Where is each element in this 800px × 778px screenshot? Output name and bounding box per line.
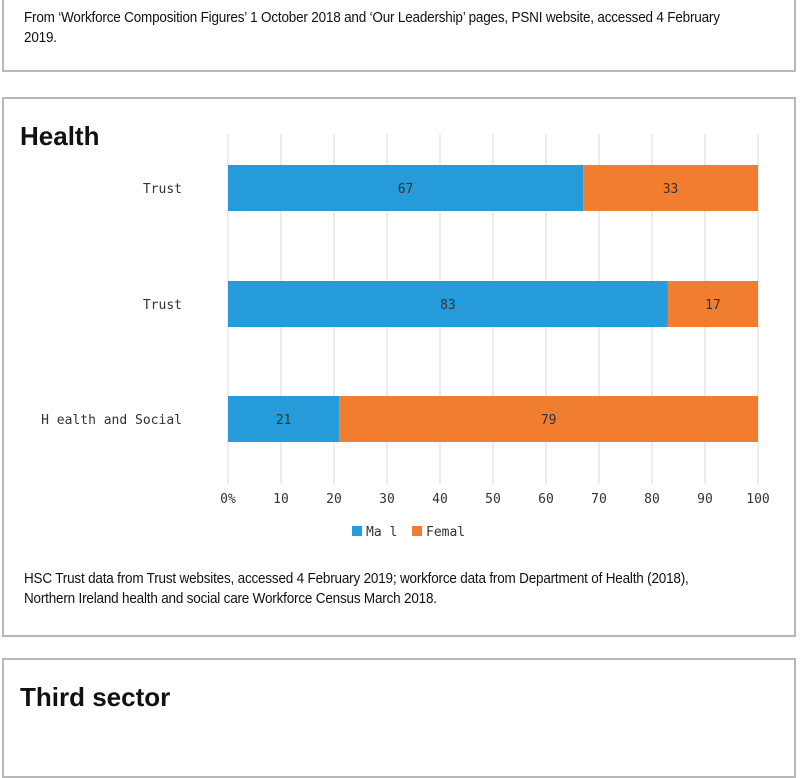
bar-segment-male bbox=[228, 281, 668, 327]
data-label: 17 bbox=[705, 298, 721, 313]
category-label: Trust bbox=[143, 182, 182, 197]
x-tick-label: 30 bbox=[379, 492, 395, 507]
data-label: 67 bbox=[398, 182, 414, 197]
bar-segment-male bbox=[228, 165, 584, 211]
bar-segment-female bbox=[667, 281, 758, 327]
x-tick-label: 40 bbox=[432, 492, 448, 507]
source-panel: From ‘Workforce Composition Figures’ 1 O… bbox=[2, 0, 796, 72]
data-label: 21 bbox=[276, 413, 292, 428]
section-title: Third sector bbox=[20, 682, 171, 712]
bar-segment-female bbox=[583, 165, 758, 211]
section-title: Health bbox=[20, 121, 100, 151]
source-note: From ‘Workforce Composition Figures’ 1 O… bbox=[24, 10, 724, 46]
legend-swatch-female bbox=[412, 526, 422, 536]
category-label: Trust bbox=[143, 298, 182, 313]
bar-segment-male bbox=[228, 396, 340, 442]
x-tick-label: 50 bbox=[485, 492, 501, 507]
gender-chart: 0% 10 20 30 40 50 60 70 80 90 100 67 33 Trust 83 17 Trus… bbox=[41, 134, 770, 540]
third-sector-panel: Third sector bbox=[2, 658, 796, 778]
x-tick-label: 70 bbox=[591, 492, 607, 507]
legend-label-male: Ma l bbox=[366, 525, 397, 540]
x-tick-label: 80 bbox=[644, 492, 660, 507]
data-label: 83 bbox=[440, 298, 456, 313]
x-tick-label: 20 bbox=[326, 492, 342, 507]
data-label: 33 bbox=[663, 182, 679, 197]
x-tick-label: 0% bbox=[220, 492, 236, 507]
legend-label-female: Femal bbox=[426, 525, 465, 540]
x-tick-label: 60 bbox=[538, 492, 554, 507]
x-tick-label: 100 bbox=[746, 492, 769, 507]
legend-swatch-male bbox=[352, 526, 362, 536]
category-label: H ealth and Social bbox=[41, 413, 182, 428]
source-note: HSC Trust data from Trust websites, acce… bbox=[24, 571, 693, 607]
x-tick-label: 90 bbox=[697, 492, 713, 507]
x-tick-label: 10 bbox=[273, 492, 289, 507]
bar-segment-female bbox=[339, 396, 758, 442]
health-panel: Health 0% 10 20 30 40 50 60 70 80 90 100 67 33 Trust 8… bbox=[2, 97, 796, 637]
data-label: 79 bbox=[541, 413, 557, 428]
